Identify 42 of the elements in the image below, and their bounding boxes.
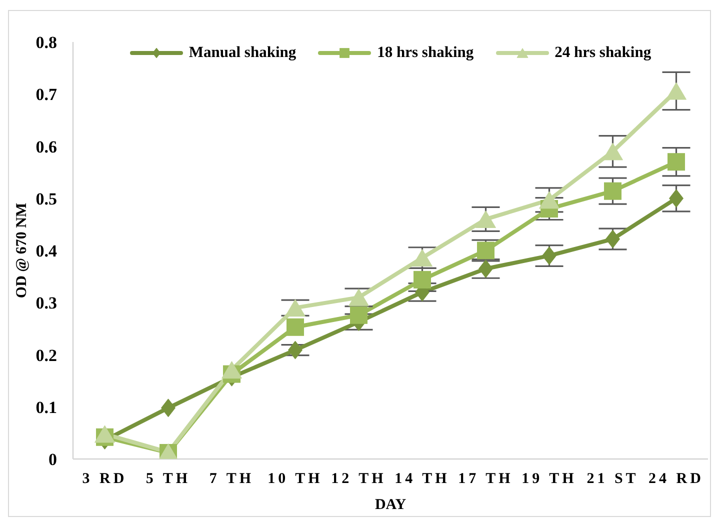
y-tick-label: 0.6 — [36, 137, 57, 156]
x-tick-label: 17 TH — [458, 471, 514, 487]
x-tick-label: 21 ST — [586, 471, 639, 487]
legend-label: 24 hrs shaking — [554, 44, 652, 62]
y-tick-label: 0 — [48, 450, 57, 470]
y-tick-label: 0.4 — [36, 242, 58, 261]
point — [606, 230, 620, 248]
x-tick-label: 24 RD — [648, 471, 704, 487]
x-tick-label: 19 TH — [522, 471, 577, 487]
point — [476, 210, 496, 228]
point — [669, 189, 684, 208]
point — [350, 306, 368, 324]
point — [602, 142, 623, 160]
y-tick-label: 0.1 — [36, 398, 57, 417]
point — [94, 425, 115, 443]
legend-label: Manual shaking — [188, 44, 296, 62]
point — [285, 299, 306, 317]
point — [604, 182, 622, 200]
legend-label: 18 hrs shaking — [377, 44, 474, 62]
point — [539, 191, 560, 209]
point — [288, 340, 302, 360]
point — [286, 318, 304, 336]
y-tick-label: 0.7 — [36, 85, 58, 104]
x-tick-label: 10 TH — [268, 471, 323, 487]
point — [666, 82, 686, 100]
y-tick-label: 0.2 — [36, 346, 57, 365]
x-axis-title: DAY — [374, 497, 406, 513]
y-tick-label: 0.5 — [36, 189, 57, 208]
x-tick-label: 3 RD — [82, 471, 128, 487]
x-tick-label: 12 TH — [331, 471, 386, 487]
point — [542, 246, 556, 265]
point — [414, 270, 431, 288]
point — [348, 288, 369, 306]
x-tick-label: 7 TH — [209, 471, 254, 487]
y-tick-label: 0.3 — [36, 294, 57, 313]
x-tick-label: 5 TH — [146, 471, 191, 487]
x-tick-label: 14 TH — [394, 471, 450, 487]
y-axis-title: OD @ 670 NM — [14, 202, 30, 298]
point — [668, 153, 685, 171]
y-tick-label: 0.8 — [36, 33, 57, 52]
point — [161, 398, 176, 418]
point — [222, 361, 242, 379]
